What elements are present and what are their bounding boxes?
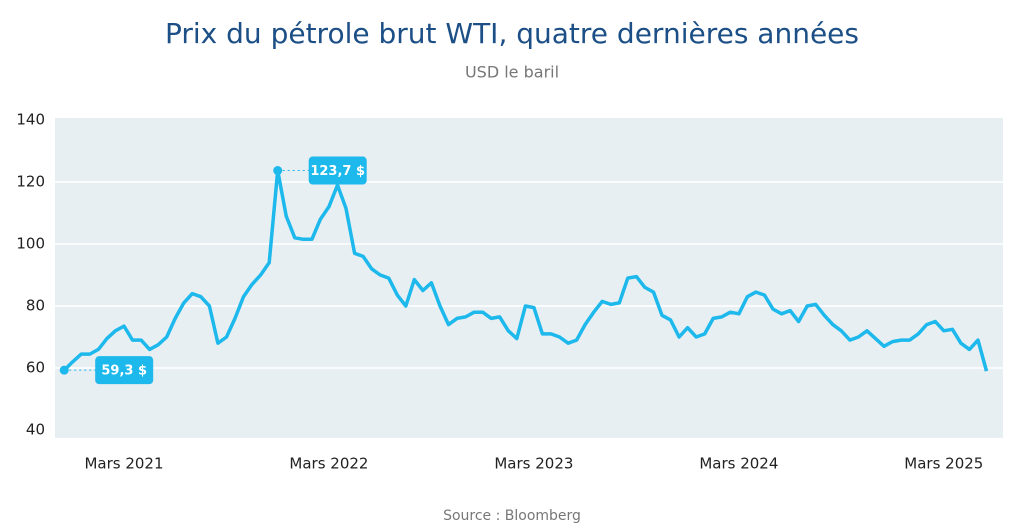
y-tick-label: 100 <box>16 235 45 253</box>
chart-subtitle: USD le baril <box>465 63 559 82</box>
value-label: 59,3 $ <box>101 364 147 379</box>
x-tick-label: Mars 2024 <box>699 455 778 473</box>
price-line <box>62 168 989 372</box>
x-tick-label: Mars 2022 <box>289 455 368 473</box>
x-tick-label: Mars 2021 <box>84 455 163 473</box>
value-label: 123,7 $ <box>310 164 365 179</box>
chart-title: Prix du pétrole brut WTI, quatre dernièr… <box>165 17 859 50</box>
y-tick-label: 60 <box>26 359 45 377</box>
y-tick-label: 80 <box>26 297 45 315</box>
label-box <box>95 356 154 385</box>
x-tick-label: Mars 2023 <box>494 455 573 473</box>
y-tick-label: 140 <box>16 111 45 129</box>
y-tick-label: 40 <box>26 421 45 439</box>
x-tick-label: Mars 2025 <box>904 455 983 473</box>
source: Source : Bloomberg <box>443 508 581 524</box>
label-box <box>308 156 367 185</box>
y-tick-label: 120 <box>16 173 45 191</box>
plot-area <box>55 118 1003 438</box>
